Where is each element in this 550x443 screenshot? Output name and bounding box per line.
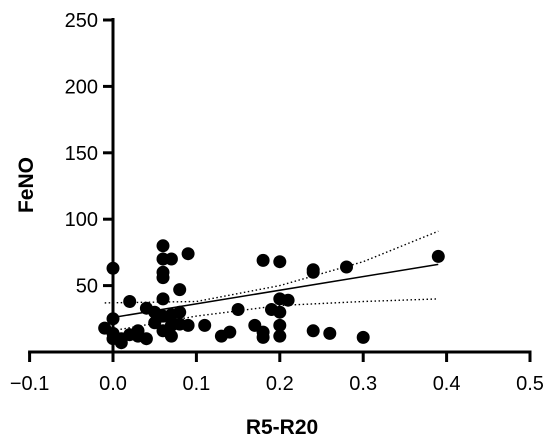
y-tick-label: 250: [65, 10, 98, 32]
data-point: [281, 293, 295, 307]
data-points: [98, 239, 445, 350]
data-point: [139, 332, 153, 346]
y-tick-label: 200: [65, 76, 98, 98]
data-point: [306, 324, 320, 338]
data-point: [256, 330, 270, 344]
x-tick-label: 0.1: [182, 373, 210, 395]
ci-lower-band: [104, 298, 439, 333]
x-tick-label: 0.2: [266, 373, 294, 395]
x-axis-title: R5-R20: [246, 416, 318, 439]
regression-line-group: [112, 263, 439, 319]
data-point: [306, 265, 320, 279]
data-point: [431, 249, 445, 263]
y-axis-title: FeNO: [15, 157, 38, 213]
data-point: [273, 255, 287, 269]
data-point: [340, 260, 353, 274]
data-point: [273, 329, 287, 343]
data-point: [181, 247, 195, 261]
data-point: [223, 325, 237, 339]
data-point: [356, 330, 370, 344]
data-point: [173, 283, 187, 297]
data-point: [173, 305, 187, 319]
regression-line: [112, 263, 439, 319]
x-tick-label: 0.5: [516, 373, 544, 395]
y-tick-label: 150: [65, 143, 98, 165]
axes: [28, 18, 532, 362]
data-point: [164, 252, 178, 266]
x-tick-label: −0.1: [10, 373, 49, 395]
x-tick-label: 0.3: [349, 373, 377, 395]
data-point: [156, 239, 170, 253]
data-point: [256, 253, 270, 267]
data-point: [273, 305, 287, 319]
data-point: [273, 318, 287, 332]
data-point: [156, 292, 170, 306]
data-point: [123, 295, 137, 308]
data-point: [231, 303, 245, 316]
data-point: [181, 318, 195, 332]
x-tick-label: 0.0: [99, 373, 127, 395]
data-point: [164, 329, 178, 343]
data-point: [323, 326, 337, 340]
x-tick-label: 0.4: [433, 373, 461, 395]
y-tick-label: 50: [76, 276, 98, 298]
data-point: [198, 318, 212, 332]
y-tick-label: 100: [65, 209, 98, 231]
data-point: [156, 271, 170, 285]
tick-labels: 50 100 150 200 250 −0.1 0.0 0.1 0.2 0.3 0.4 0.5: [10, 10, 544, 395]
